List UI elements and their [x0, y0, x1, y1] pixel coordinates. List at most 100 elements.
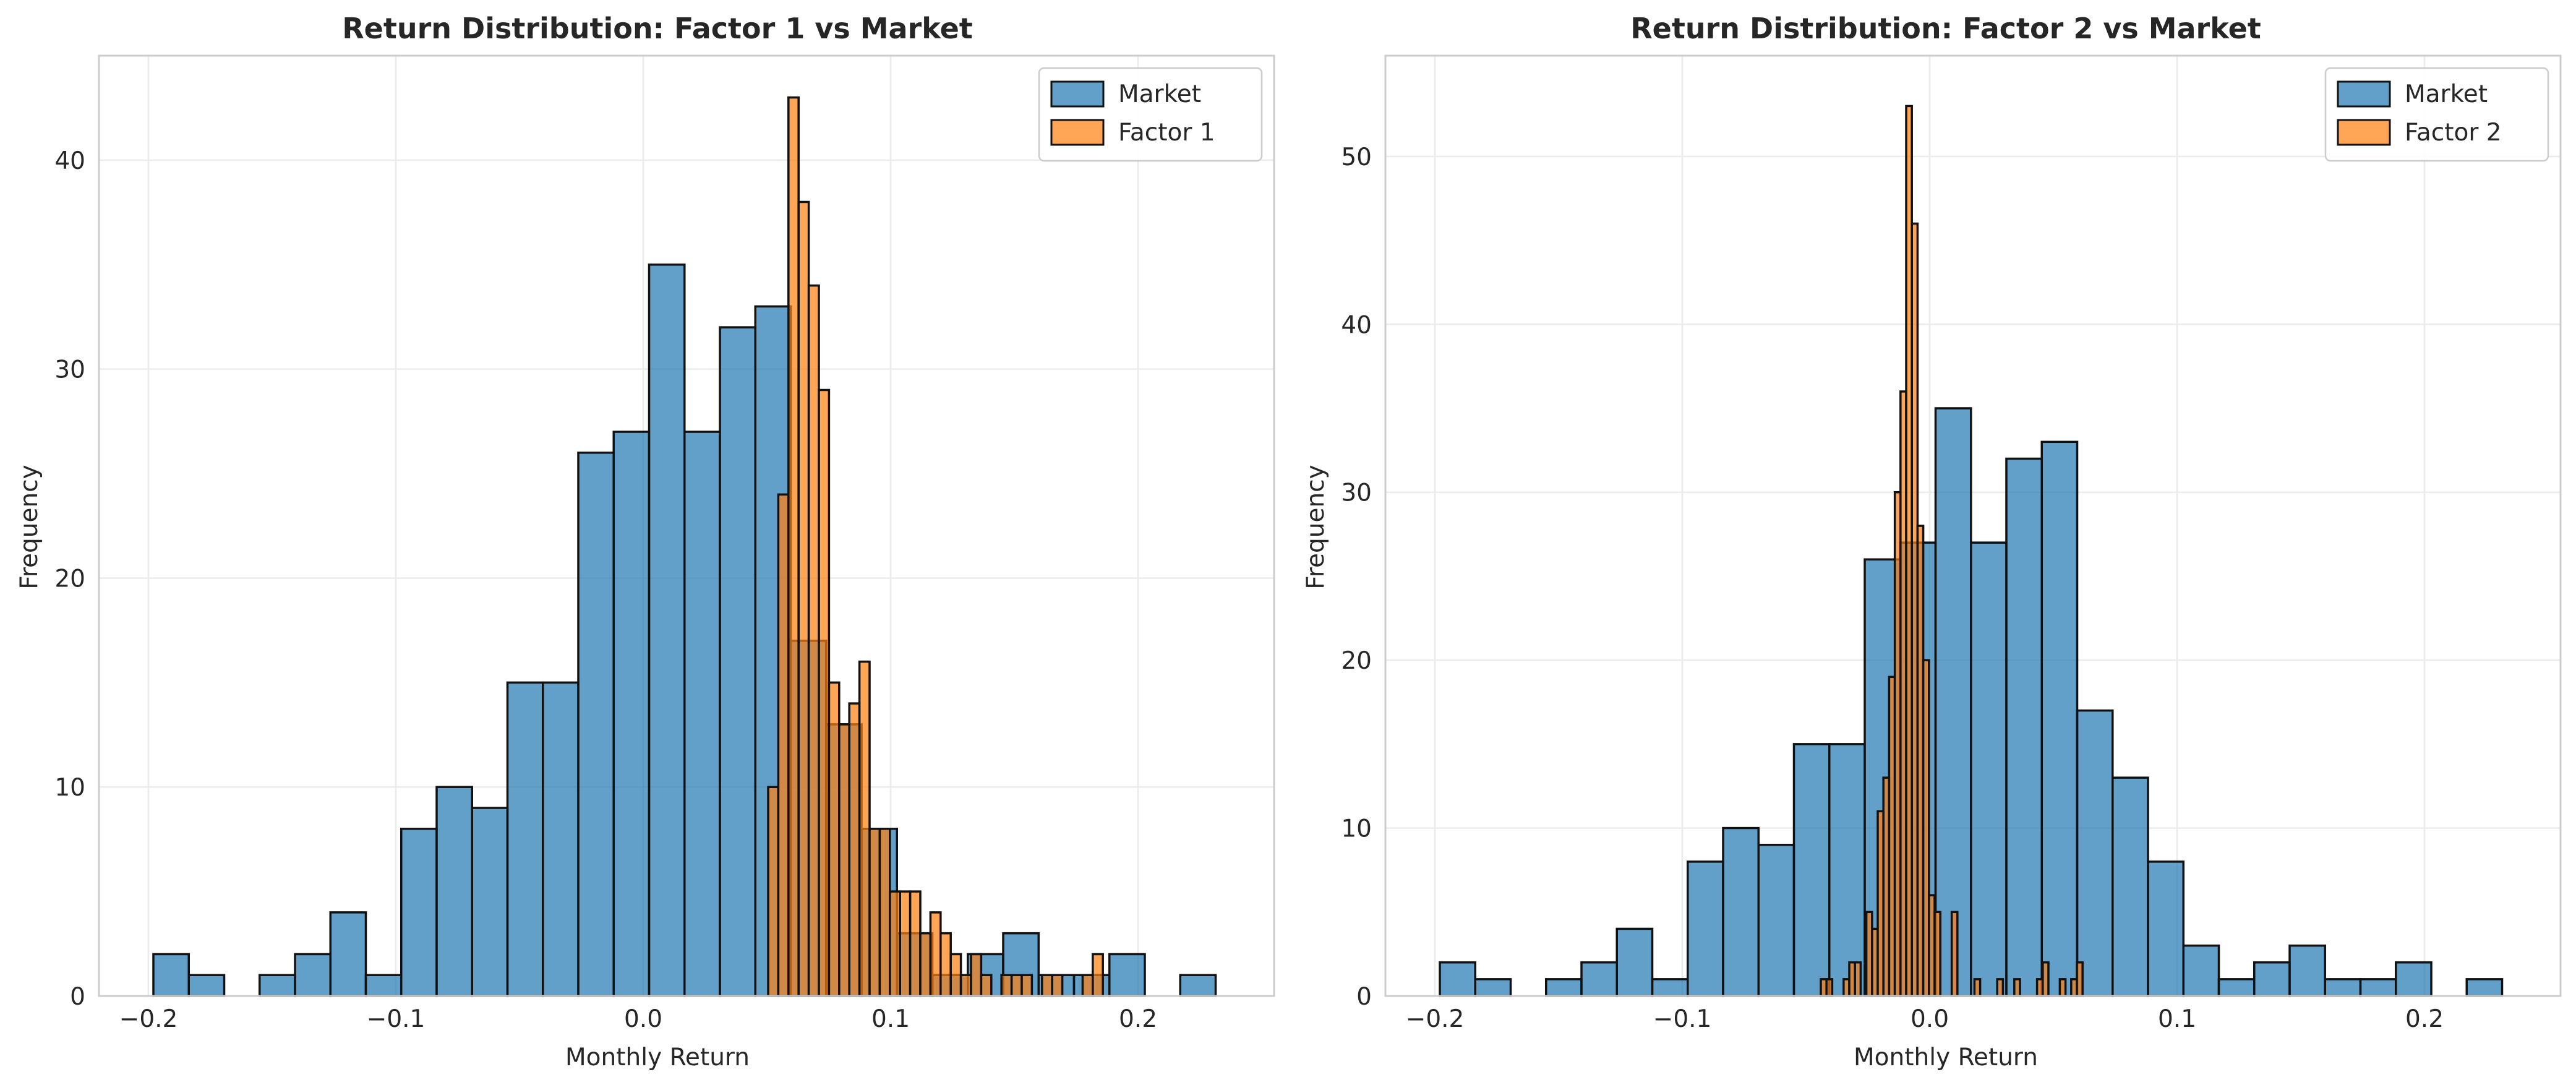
histogram-bar: [807, 284, 820, 997]
histogram-bar: [980, 974, 993, 997]
histogram-bar: [777, 493, 790, 997]
legend-label: Market: [1118, 80, 1201, 108]
histogram-bar: [2147, 860, 2185, 997]
y-tick-label: 20: [1341, 647, 1372, 675]
histogram-bar: [858, 660, 871, 997]
histogram-bar: [1792, 743, 1831, 997]
x-axis-label: Monthly Return: [565, 1044, 750, 1071]
histogram-bar: [506, 681, 544, 997]
histogram-bar: [2359, 978, 2397, 997]
histogram-bar: [1545, 978, 1583, 997]
histogram-bar: [848, 702, 861, 997]
histogram-bar: [1651, 978, 1689, 997]
histogram-bar: [1722, 826, 1760, 997]
y-tick-label: 40: [1341, 311, 1372, 339]
histogram-bar: [919, 932, 932, 997]
chart-title: Return Distribution: Factor 2 vs Market: [1630, 12, 2261, 45]
histogram-bar: [683, 431, 721, 997]
histogram-bar: [2324, 978, 2362, 997]
histogram-bar: [2013, 978, 2021, 997]
histogram-bar: [1950, 911, 1959, 997]
histogram-bar: [1041, 974, 1053, 997]
histogram-bar: [471, 807, 509, 997]
histogram-bar: [868, 828, 881, 997]
histogram-bar: [2395, 961, 2433, 997]
legend-swatch: [1050, 119, 1105, 146]
histogram-bar: [1580, 961, 1619, 997]
histogram-bar: [187, 974, 226, 997]
histogram-bar: [1179, 974, 1217, 997]
x-tick-label: 0.0: [1911, 1005, 1949, 1033]
histogram-bar: [1474, 978, 1512, 997]
y-axis-label: Frequency: [1302, 465, 1330, 589]
legend-label: Factor 1: [1118, 119, 1215, 147]
x-tick-label: −0.1: [1653, 1005, 1712, 1033]
histogram-bar: [828, 681, 841, 997]
legend-swatch: [1050, 80, 1105, 108]
histogram-bar: [1973, 978, 1982, 997]
x-tick-label: −0.2: [1406, 1005, 1465, 1033]
legend-label: Factor 2: [2405, 119, 2502, 147]
histogram-bar: [2058, 978, 2067, 997]
histogram-bar: [435, 786, 474, 997]
x-tick-label: −0.2: [119, 1005, 178, 1033]
histogram-bar: [259, 974, 296, 997]
histogram-bar: [2040, 440, 2079, 997]
histogram-bar: [949, 953, 962, 997]
histogram-bar: [2465, 978, 2504, 997]
histogram-bar: [909, 890, 922, 997]
histogram-bar: [1757, 843, 1795, 997]
histogram-bar: [1687, 860, 1724, 997]
chart-factor-1: Return Distribution: Factor 1 vs Market …: [15, 12, 1275, 1071]
y-tick-label: 40: [54, 147, 85, 175]
x-tick-label: 0.0: [624, 1005, 662, 1033]
histogram-bar: [2217, 978, 2256, 997]
histogram-bar: [1092, 953, 1104, 997]
chart-title: Return Distribution: Factor 1 vs Market: [342, 12, 973, 45]
chart-factor-2: Return Distribution: Factor 2 vs Market …: [1302, 12, 2562, 1071]
histogram-bar: [878, 828, 891, 997]
plot-area: −0.2 −0.1 0.0 0.1 0.2 0 10 20 30 40 Market Factor 1: [54, 54, 1275, 1033]
histogram-bar: [1970, 541, 2008, 997]
y-tick-label: 0: [70, 983, 85, 1011]
histogram-bar: [1825, 978, 1834, 997]
histogram-bar: [1828, 743, 1866, 997]
histogram-bar: [364, 974, 403, 997]
histogram-bar: [1108, 953, 1146, 997]
y-axis-label: Frequency: [15, 465, 43, 589]
histogram-bar: [899, 890, 912, 997]
y-tick-label: 30: [1341, 479, 1372, 507]
histogram-bar: [2076, 709, 2114, 997]
histogram-bar: [542, 681, 580, 997]
histogram-bar: [2076, 961, 2084, 997]
y-tick-label: 30: [54, 356, 85, 384]
histogram-bar: [612, 431, 651, 997]
plot-area: −0.2 −0.1 0.0 0.1 0.2 0 10 20 30 40 50 Market Factor…: [1341, 54, 2562, 1033]
histogram-bar: [1933, 911, 1941, 997]
histogram-bar: [787, 96, 800, 997]
histogram-bar: [818, 388, 831, 997]
histogram-bar: [1010, 974, 1023, 997]
axes-frame: [1384, 54, 2562, 997]
legend-swatch: [2337, 80, 2391, 108]
histogram-bar: [1934, 407, 1972, 997]
histogram-bar: [838, 723, 850, 997]
y-tick-label: 0: [1356, 983, 1372, 1011]
series-factor-1: [767, 96, 1104, 997]
histogram-bar: [2112, 776, 2149, 997]
histogram-bar: [2288, 944, 2327, 997]
legend-label: Market: [2405, 80, 2488, 108]
legend: Market Factor 2: [2324, 67, 2549, 162]
histogram-bar: [294, 953, 332, 997]
histogram-bar: [2005, 457, 2043, 997]
histogram-bar: [797, 200, 810, 997]
histogram-bar: [648, 264, 686, 997]
histogram-bar: [2042, 961, 2050, 997]
histogram-bar: [767, 786, 780, 997]
histogram-bar: [1615, 927, 1654, 997]
histogram-bar: [400, 828, 438, 997]
histogram-bar: [889, 890, 901, 997]
x-tick-label: −0.1: [367, 1005, 426, 1033]
x-axis-label: Monthly Return: [1854, 1044, 2038, 1071]
